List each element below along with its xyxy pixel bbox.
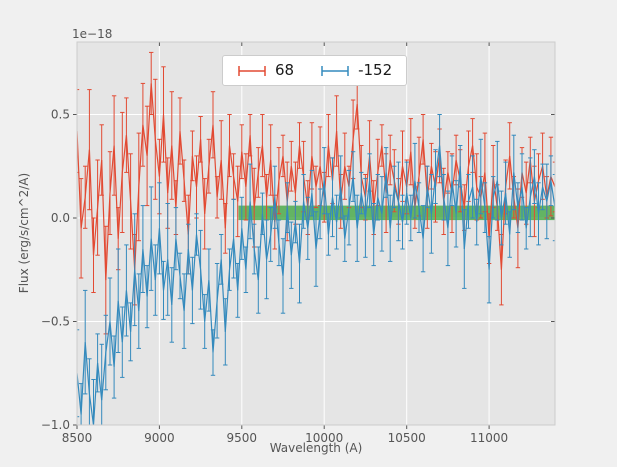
errorbar-glyph-red-icon bbox=[238, 65, 266, 76]
legend-entry-blue: -152 bbox=[320, 63, 392, 79]
svg-text:0.0: 0.0 bbox=[51, 211, 70, 225]
y-axis-label: Flux (erg/s/cm^2/A) bbox=[17, 172, 31, 294]
x-axis-label: Wavelength (A) bbox=[269, 441, 363, 455]
svg-text:11000: 11000 bbox=[470, 431, 508, 445]
legend: 68 -152 bbox=[222, 55, 408, 86]
svg-text:−0.5: −0.5 bbox=[41, 315, 70, 329]
axes-border bbox=[76, 41, 556, 426]
svg-text:−1.0: −1.0 bbox=[41, 418, 70, 432]
svg-text:10500: 10500 bbox=[388, 431, 426, 445]
legend-label-red: 68 bbox=[275, 61, 295, 79]
legend-entry-red: 68 bbox=[237, 63, 294, 79]
svg-text:8500: 8500 bbox=[62, 431, 93, 445]
errorbar-glyph-blue-icon bbox=[321, 65, 349, 76]
series-1 bbox=[77, 114, 555, 425]
y-axis-offset-label: 1e−18 bbox=[72, 27, 113, 41]
svg-text:10000: 10000 bbox=[305, 431, 343, 445]
svg-text:0.5: 0.5 bbox=[51, 108, 70, 122]
svg-text:9000: 9000 bbox=[144, 431, 175, 445]
legend-label-blue: -152 bbox=[358, 61, 393, 79]
svg-text:9500: 9500 bbox=[227, 431, 258, 445]
tick-labels: 8500 9000 9500 10000 10500 11000 −1.0 −0.5 0.0 0.… bbox=[41, 108, 508, 446]
